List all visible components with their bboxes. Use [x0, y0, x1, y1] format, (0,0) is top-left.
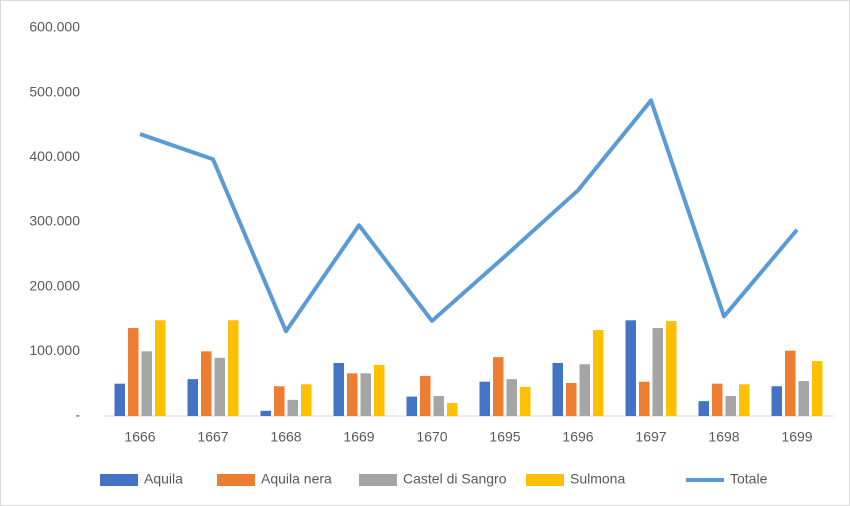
x-tick-label: 1667 — [197, 429, 228, 445]
bar — [333, 362, 344, 416]
bar — [579, 364, 590, 416]
legend-swatch — [217, 474, 255, 486]
legend-swatch — [526, 474, 564, 486]
legend-swatch — [100, 474, 138, 486]
x-tick-label: 1695 — [489, 429, 520, 445]
x-tick-label: 1669 — [343, 429, 374, 445]
bar — [128, 328, 139, 416]
bar — [712, 383, 723, 416]
bar — [552, 362, 563, 416]
bar — [214, 357, 225, 416]
x-tick-label: 1697 — [635, 429, 666, 445]
bar — [625, 320, 636, 416]
bar — [698, 401, 709, 416]
bar — [785, 350, 796, 416]
legend-label: Aquila — [144, 471, 183, 487]
bar — [433, 395, 444, 416]
bar — [374, 364, 385, 416]
bar — [201, 351, 212, 416]
x-tick-label: 1670 — [416, 429, 447, 445]
x-tick-label: 1698 — [708, 429, 739, 445]
y-tick-label: 100.000 — [29, 342, 80, 358]
bar — [798, 381, 809, 416]
bar — [725, 395, 736, 416]
legend-label: Sulmona — [570, 471, 625, 487]
y-tick-label: 400.000 — [29, 148, 80, 164]
bar — [739, 384, 750, 416]
bar — [593, 329, 604, 416]
bar — [447, 403, 458, 416]
bar — [639, 381, 650, 416]
y-tick-label: 600.000 — [29, 19, 80, 35]
y-tick-label: 200.000 — [29, 277, 80, 293]
y-tick-label: - — [75, 407, 80, 423]
bar — [141, 351, 152, 416]
x-tick-label: 1668 — [270, 429, 301, 445]
y-tick-label: 500.000 — [29, 83, 80, 99]
bar — [420, 375, 431, 416]
bar — [347, 373, 358, 416]
line — [139, 98, 799, 334]
legend-label: Castel di Sangro — [403, 471, 507, 487]
y-tick-label: 300.000 — [29, 213, 80, 229]
legend-label: Aquila nera — [261, 471, 332, 487]
bar — [812, 361, 823, 416]
legend-swatch — [359, 474, 397, 486]
bar — [187, 379, 198, 416]
legend-label: Totale — [730, 471, 768, 487]
x-tick-label: 1696 — [562, 429, 593, 445]
bar — [114, 383, 125, 416]
x-tick-label: 1699 — [781, 429, 812, 445]
bar — [406, 396, 417, 416]
bar — [274, 386, 285, 416]
bar — [287, 399, 298, 416]
bar — [360, 373, 371, 416]
bar — [228, 320, 239, 416]
bar — [479, 381, 490, 416]
bar — [301, 384, 312, 416]
x-tick-label: 1666 — [124, 429, 155, 445]
bar — [520, 386, 531, 416]
bar — [506, 379, 517, 416]
bar — [260, 410, 271, 416]
bar — [493, 357, 504, 416]
bar — [652, 328, 663, 416]
bar — [666, 320, 677, 416]
bar — [771, 386, 782, 416]
bar — [155, 320, 166, 416]
bar — [566, 383, 577, 416]
